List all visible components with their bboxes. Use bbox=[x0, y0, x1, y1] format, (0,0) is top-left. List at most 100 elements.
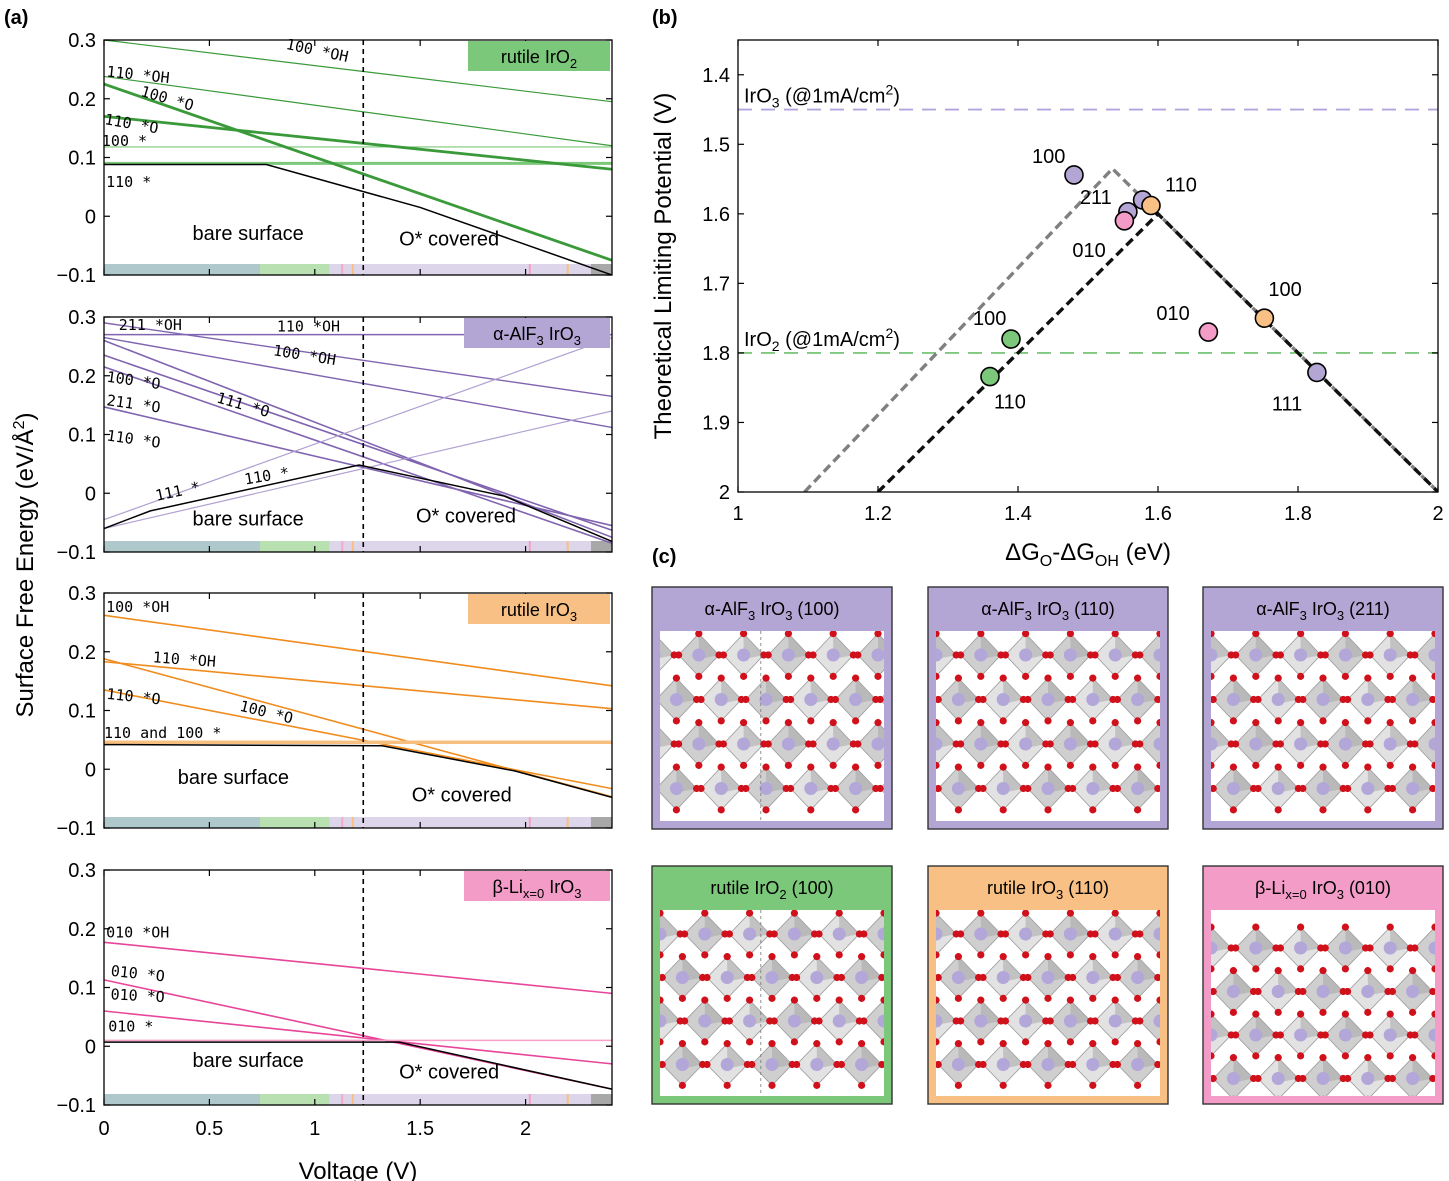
shared-y-label: Surface Free Energy (eV/Å2) bbox=[11, 412, 39, 717]
ground-state-line bbox=[104, 163, 612, 275]
oxygen-atom bbox=[917, 696, 924, 703]
ref-label-tail: (@1mA/cm bbox=[780, 329, 886, 351]
structure-title-mid: IrO bbox=[755, 599, 785, 619]
oxygen-atom bbox=[1134, 994, 1142, 1002]
regime-bar-tick bbox=[566, 264, 569, 275]
oxygen-atom bbox=[1179, 995, 1186, 1002]
structure-title: rutile IrO3 (110) bbox=[987, 878, 1109, 902]
iridium-atom bbox=[1406, 782, 1420, 795]
oxygen-atom bbox=[903, 953, 910, 960]
oxygen-atom bbox=[762, 717, 770, 725]
series-title-main: α-AlF bbox=[493, 324, 536, 344]
oxygen-atom bbox=[1411, 1031, 1419, 1039]
plot-frame bbox=[103, 869, 613, 1106]
oxygen-atom bbox=[762, 806, 770, 814]
oxygen-atom bbox=[1044, 717, 1052, 725]
octahedron-shade bbox=[1182, 957, 1202, 982]
oxygen-atom bbox=[1179, 806, 1186, 813]
oxygen-atom bbox=[874, 672, 882, 680]
oxygen-atom bbox=[897, 675, 904, 682]
iridium-atom bbox=[1211, 648, 1218, 662]
oxygen-atom bbox=[835, 951, 843, 959]
iridium-atom bbox=[810, 971, 824, 984]
oxygen-atom bbox=[1156, 1038, 1160, 1046]
iridium-atom bbox=[849, 782, 863, 795]
oxygen-atom bbox=[1274, 1008, 1282, 1016]
oxygen-atom bbox=[678, 994, 687, 1002]
series-title-box bbox=[464, 871, 610, 901]
oxygen-atom bbox=[999, 1040, 1007, 1048]
oxygen-atom bbox=[1229, 763, 1237, 771]
iridium-atom bbox=[804, 782, 818, 795]
iridium-atom bbox=[936, 648, 943, 662]
oxygen-atom bbox=[1229, 806, 1237, 814]
octahedron-shade bbox=[906, 957, 926, 982]
oxygen-atom bbox=[954, 1081, 963, 1089]
oxygen-atom bbox=[1386, 965, 1394, 973]
iridium-atom bbox=[1249, 648, 1263, 662]
iridium-atom bbox=[781, 648, 795, 662]
iridium-atom bbox=[877, 1014, 884, 1028]
oxygen-atom bbox=[852, 717, 860, 725]
panel-c-structure-images: α-AlF3 IrO3 (100) α-AlF3 IrO3 (110) α-AlF3… bbox=[651, 586, 1444, 1105]
oxygen-atom bbox=[1364, 1008, 1372, 1016]
oxygen-atom bbox=[740, 719, 748, 727]
y-tick-label: 1.4 bbox=[702, 65, 730, 87]
iridium-atom bbox=[894, 693, 907, 706]
iridium-atom bbox=[720, 1058, 734, 1071]
oxygen-atom bbox=[880, 1038, 884, 1046]
ref-label-sub: 2 bbox=[772, 338, 780, 354]
oxygen-atom bbox=[1319, 1054, 1327, 1062]
iridium-atom bbox=[1176, 782, 1189, 795]
oxygen-atom bbox=[1211, 672, 1215, 680]
regime-bar-tick bbox=[351, 817, 354, 828]
iridium-atom bbox=[1211, 1028, 1218, 1042]
oxygen-atom bbox=[1066, 951, 1074, 959]
y-tick-label: 0 bbox=[85, 759, 96, 781]
octahedron-shade bbox=[900, 767, 920, 793]
oxygen-atom bbox=[835, 996, 843, 1004]
oxygen-atom bbox=[979, 784, 987, 793]
structure-card: rutile IrO3 (110) bbox=[927, 865, 1202, 1105]
iridium-atom bbox=[787, 927, 801, 941]
volcano-point-label: 100 bbox=[1268, 279, 1301, 301]
iridium-atom bbox=[1176, 971, 1189, 984]
oxygen-atom bbox=[831, 695, 840, 704]
line-label: 110 *O bbox=[106, 427, 162, 452]
iridium-atom bbox=[996, 693, 1010, 706]
oxygen-atom bbox=[1429, 695, 1435, 704]
iridium-atom bbox=[936, 927, 943, 941]
oxygen-atom bbox=[1431, 965, 1435, 973]
plot-area bbox=[104, 870, 612, 1105]
structure-title-sub1: 3 bbox=[1300, 608, 1307, 623]
iridium-atom bbox=[1063, 648, 1077, 662]
oxygen-atom bbox=[784, 631, 792, 638]
oxygen-atom bbox=[701, 951, 709, 959]
oxygen-atom bbox=[717, 806, 725, 814]
oxygen-atom bbox=[1341, 631, 1349, 638]
oxygen-atom bbox=[1111, 910, 1119, 917]
oxygen-atom bbox=[977, 1038, 985, 1046]
oxygen-atom bbox=[1069, 695, 1077, 704]
oxygen-atom bbox=[1179, 717, 1186, 724]
oxygen-atom bbox=[1156, 761, 1160, 769]
oxygen-atom bbox=[1321, 1095, 1325, 1096]
oxygen-atom bbox=[979, 1060, 987, 1069]
iridium-atom bbox=[1041, 693, 1055, 706]
crystal-structure-image bbox=[660, 631, 924, 821]
iridium-atom bbox=[765, 971, 779, 984]
volcano-point bbox=[1141, 195, 1161, 216]
oxygen-atom bbox=[1154, 973, 1160, 982]
oxygen-atom bbox=[1022, 910, 1030, 917]
energy-line bbox=[104, 75, 612, 147]
oxygen-atom bbox=[770, 930, 778, 938]
oxygen-atom bbox=[719, 651, 728, 659]
oxygen-atom bbox=[957, 651, 965, 659]
oxygen-atom bbox=[936, 910, 940, 917]
structure-title-tail: (010) bbox=[1344, 878, 1391, 898]
oxygen-atom bbox=[1022, 1038, 1030, 1046]
oxygen-atom bbox=[1252, 1052, 1260, 1060]
oxygen-atom bbox=[837, 1060, 846, 1069]
